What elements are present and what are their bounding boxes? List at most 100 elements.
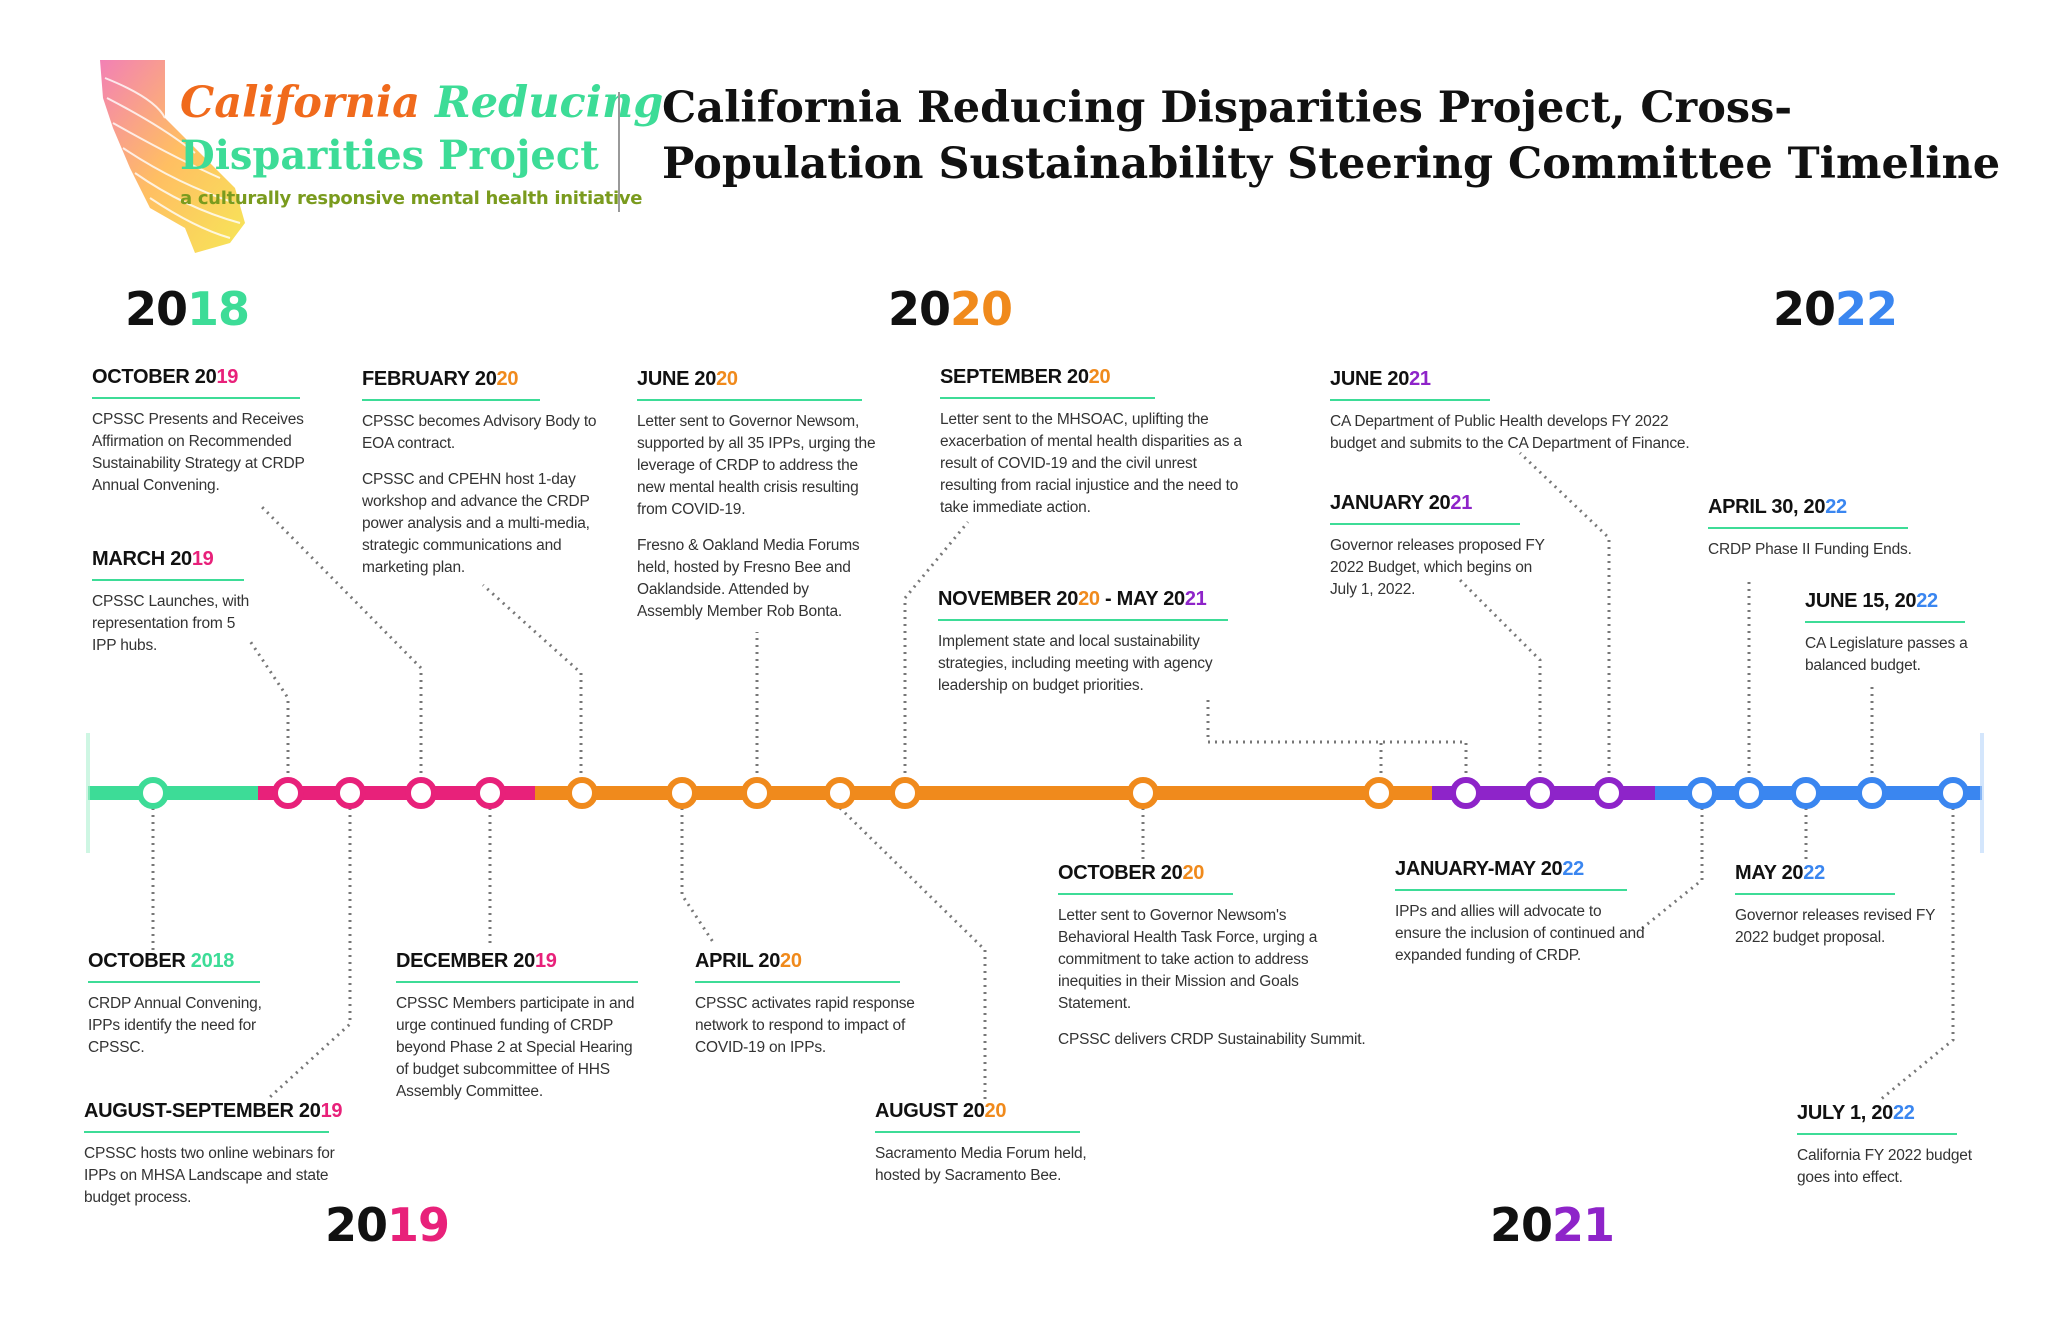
timeline-node <box>1790 777 1822 809</box>
year-label-2019: 2019 <box>325 1198 450 1252</box>
event-heading: SEPTEMBER 2020 <box>940 366 1111 388</box>
event-june-2021: JUNE 2021 CA Department of Public Health… <box>1330 368 1730 455</box>
heading-rule <box>1330 399 1490 401</box>
event-description: Implement state and local sustainability… <box>938 633 1213 694</box>
timeline-connector <box>903 521 970 780</box>
event-heading: MARCH 2019 <box>92 548 214 570</box>
event-description: IPPs and allies will advocate to ensure … <box>1395 903 1645 964</box>
heading-rule <box>396 981 638 983</box>
event-description: Letter sent to Governor Newsom, supporte… <box>637 413 876 518</box>
timeline-connector <box>1879 808 1955 1102</box>
timeline-connector <box>1458 578 1542 780</box>
timeline-connector <box>1639 808 1704 932</box>
heading-rule <box>695 981 900 983</box>
timeline-node <box>137 777 169 809</box>
heading-rule <box>92 579 244 581</box>
event-description: Letter sent to Governor Newsom's Behavio… <box>1058 907 1318 1012</box>
event-february-2020: FEBRUARY 2020 CPSSC becomes Advisory Bod… <box>362 368 607 579</box>
heading-rule <box>92 397 300 399</box>
timeline-connector <box>248 640 290 780</box>
event-description: Governor releases proposed FY 2022 Budge… <box>1330 537 1545 598</box>
timeline-node <box>272 777 304 809</box>
event-october-2019: OCTOBER 2019 CPSSC Presents and Receives… <box>92 366 307 497</box>
event-heading: MAY 2022 <box>1735 862 1825 884</box>
event-october-2020: OCTOBER 2020 Letter sent to Governor New… <box>1058 862 1378 1051</box>
event-description: CPSSC delivers CRDP Sustainability Summi… <box>1058 1031 1366 1048</box>
event-december-2019: DECEMBER 2019 CPSSC Members participate … <box>396 950 646 1103</box>
timeline-node <box>566 777 598 809</box>
california-map-logo-icon <box>100 60 245 253</box>
heading-rule <box>1330 523 1520 525</box>
timeline-node <box>334 777 366 809</box>
event-january-may-2022: JANUARY-MAY 2022 IPPs and allies will ad… <box>1395 858 1645 967</box>
timeline-node <box>889 777 921 809</box>
heading-rule <box>1058 893 1233 895</box>
timeline-connector <box>481 583 583 780</box>
heading-rule <box>1708 527 1908 529</box>
year-label-2022: 2022 <box>1773 282 1898 336</box>
timeline-node <box>1686 777 1718 809</box>
heading-rule <box>88 981 260 983</box>
timeline-segment-2019 <box>258 786 535 800</box>
timeline-connector <box>1206 698 1468 780</box>
event-description: CA Legislature passes a balanced budget. <box>1805 635 1968 674</box>
event-description: CRDP Phase II Funding Ends. <box>1708 541 1912 558</box>
event-august-2020: AUGUST 2020 Sacramento Media Forum held,… <box>875 1100 1115 1187</box>
heading-rule <box>362 399 540 401</box>
timeline-node <box>1856 777 1888 809</box>
timeline-connector <box>680 808 717 946</box>
year-label-2018: 2018 <box>125 282 250 336</box>
event-description: CPSSC becomes Advisory Body to EOA contr… <box>362 413 597 452</box>
timeline-node <box>1524 777 1556 809</box>
timeline-connector <box>838 806 987 1100</box>
event-description: CRDP Annual Convening, IPPs identify the… <box>88 995 262 1056</box>
timeline-node <box>741 777 773 809</box>
timeline-node <box>1450 777 1482 809</box>
event-heading: JUNE 2020 <box>637 368 738 390</box>
logo-tagline: a culturally responsive mental health in… <box>180 188 643 209</box>
logo-title-line2: Disparities Project <box>180 132 599 179</box>
event-description: CPSSC Presents and Receives Affirmation … <box>92 411 305 494</box>
event-heading: APRIL 30, 2022 <box>1708 496 1847 518</box>
event-june-15-2022: JUNE 15, 2022 CA Legislature passes a ba… <box>1805 590 1980 677</box>
timeline-node <box>1593 777 1625 809</box>
heading-rule <box>940 397 1155 399</box>
timeline-node <box>1937 777 1969 809</box>
heading-rule <box>84 1131 329 1133</box>
heading-rule <box>637 399 862 401</box>
event-april-30-2022: APRIL 30, 2022 CRDP Phase II Funding End… <box>1708 496 1928 561</box>
event-description: Sacramento Media Forum held, hosted by S… <box>875 1145 1087 1184</box>
heading-rule <box>938 619 1228 621</box>
event-heading: NOVEMBER 2020 - MAY 2021 <box>938 588 1207 610</box>
timeline-node <box>666 777 698 809</box>
timeline-node <box>1733 777 1765 809</box>
year-label-2021: 2021 <box>1490 1198 1615 1252</box>
timeline-node <box>824 777 856 809</box>
heading-rule <box>1805 621 1965 623</box>
event-description: CPSSC Members participate in and urge co… <box>396 995 635 1100</box>
event-may-2022: MAY 2022 Governor releases revised FY 20… <box>1735 862 1935 949</box>
event-description: Governor releases revised FY 2022 budget… <box>1735 907 1936 946</box>
heading-rule <box>1735 893 1895 895</box>
header-divider <box>618 92 620 212</box>
timeline-connector <box>258 503 423 780</box>
event-heading: AUGUST-SEPTEMBER 2019 <box>84 1100 343 1122</box>
event-march-2019: MARCH 2019 CPSSC Launches, with represen… <box>92 548 262 657</box>
event-description: Fresno & Oakland Media Forums held, host… <box>637 537 860 620</box>
event-heading: AUGUST 2020 <box>875 1100 1007 1122</box>
timeline-connector <box>268 808 352 1099</box>
timeline-node <box>405 777 437 809</box>
event-heading: DECEMBER 2019 <box>396 950 557 972</box>
timeline-node <box>1127 777 1159 809</box>
event-description: CPSSC activates rapid response network t… <box>695 995 915 1056</box>
page-title: California Reducing Disparities Project,… <box>662 83 2001 189</box>
event-heading: OCTOBER 2020 <box>1058 862 1205 884</box>
event-august-september-2019: AUGUST-SEPTEMBER 2019 CPSSC hosts two on… <box>84 1100 343 1209</box>
event-heading: JANUARY-MAY 2022 <box>1395 858 1584 880</box>
event-description: California FY 2022 budget goes into effe… <box>1797 1147 1972 1186</box>
event-description: CPSSC hosts two online webinars for IPPs… <box>84 1145 335 1206</box>
event-heading: FEBRUARY 2020 <box>362 368 519 390</box>
timeline-node <box>474 777 506 809</box>
event-description: CPSSC Launches, with representation from… <box>92 593 250 654</box>
